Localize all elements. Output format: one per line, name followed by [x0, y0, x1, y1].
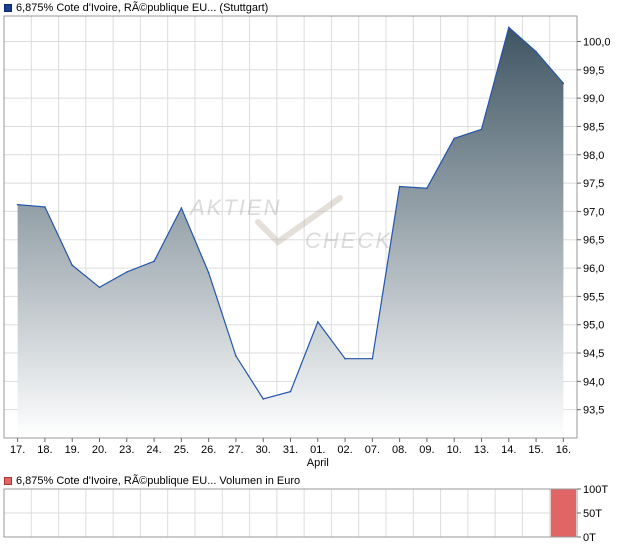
- price-y-tick-label: 93,5: [583, 405, 604, 417]
- price-y-tick-label: 99,0: [583, 93, 604, 105]
- price-point: [535, 50, 537, 53]
- volume-legend-label: 6,875% Cote d'Ivoire, RÃ©publique EU... …: [16, 475, 301, 487]
- x-tick-label: 10.: [447, 444, 462, 456]
- price-point: [98, 286, 101, 289]
- price-point: [344, 357, 346, 360]
- price-y-tick-label: 96,0: [583, 263, 604, 275]
- x-tick-label: 17.: [10, 444, 25, 456]
- price-point: [453, 137, 456, 140]
- x-tick-sublabel: April: [307, 457, 329, 469]
- price-y-tick-label: 95,0: [583, 320, 604, 332]
- price-point: [371, 357, 374, 360]
- volume-y-tick-label: 50T: [583, 508, 602, 520]
- volume-y-tick-label: 0T: [583, 532, 596, 544]
- x-tick-label: 01.: [310, 444, 325, 456]
- price-legend: 6,875% Cote d'Ivoire, RÃ©publique EU... …: [4, 1, 268, 15]
- x-tick-label: 30.: [256, 444, 271, 456]
- x-tick-label: 24.: [146, 444, 161, 456]
- price-y-tick-label: 97,0: [583, 206, 604, 218]
- price-point: [153, 260, 155, 263]
- price-point: [562, 82, 565, 85]
- price-point: [235, 355, 237, 357]
- aktien-check-watermark: AKTIEN CHECK: [188, 195, 392, 253]
- x-tick-label: 20.: [92, 444, 107, 456]
- x-tick-label: 16.: [556, 444, 571, 456]
- x-tick-label: 23.: [119, 444, 134, 456]
- x-tick-label: 25.: [174, 444, 189, 456]
- price-point: [262, 398, 265, 400]
- price-point: [125, 271, 128, 273]
- price-point: [316, 321, 319, 323]
- price-y-tick-label: 95,5: [583, 291, 604, 303]
- x-tick-label: 27.: [228, 444, 243, 456]
- volume-y-tick-label: 100T: [583, 484, 608, 496]
- price-area: [17, 27, 564, 439]
- price-point: [398, 185, 401, 188]
- x-tick-label: 15.: [528, 444, 543, 456]
- price-point: [180, 207, 183, 209]
- x-tick-label: 14.: [501, 444, 516, 456]
- volume-legend: 6,875% Cote d'Ivoire, RÃ©publique EU... …: [4, 474, 300, 488]
- price-legend-label: 6,875% Cote d'Ivoire, RÃ©publique EU... …: [16, 2, 269, 14]
- watermark-line1: AKTIEN: [188, 195, 281, 220]
- price-point: [16, 203, 19, 206]
- watermark-line2: CHECK: [305, 228, 392, 253]
- price-y-tick-label: 94,5: [583, 348, 604, 360]
- x-tick-label: 07.: [365, 444, 380, 456]
- price-y-tick-label: 100,0: [583, 36, 611, 48]
- price-y-tick-label: 96,5: [583, 235, 604, 247]
- price-point: [71, 264, 74, 267]
- price-point: [207, 271, 210, 274]
- price-y-tick-label: 97,5: [583, 178, 604, 190]
- price-point: [289, 390, 292, 393]
- x-tick-label: 26.: [201, 444, 216, 456]
- x-tick-label: 18.: [37, 444, 52, 456]
- watermark-check-icon: [255, 195, 343, 246]
- volume-bar: [550, 489, 576, 537]
- price-point: [507, 26, 510, 29]
- price-y-tick-label: 99,5: [583, 65, 604, 77]
- x-tick-label: 13.: [474, 444, 489, 456]
- x-tick-label: 09.: [419, 444, 434, 456]
- x-tick-label: 02.: [337, 444, 352, 456]
- x-tick-label: 08.: [392, 444, 407, 456]
- x-tick-label: 31.: [283, 444, 298, 456]
- x-tick-label: 19.: [65, 444, 80, 456]
- price-point: [480, 128, 483, 131]
- volume-legend-swatch: [4, 477, 12, 485]
- price-y-tick-label: 98,5: [583, 121, 604, 133]
- price-point: [44, 206, 46, 208]
- price-y-tick-label: 98,0: [583, 150, 604, 162]
- price-y-tick-label: 94,0: [583, 376, 604, 388]
- price-point: [426, 187, 428, 189]
- price-legend-swatch: [4, 4, 12, 12]
